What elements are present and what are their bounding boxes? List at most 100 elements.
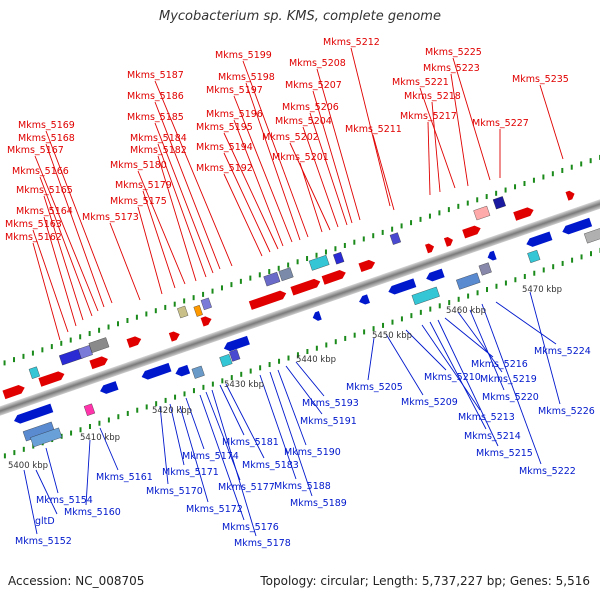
- gene-label: Mkms_5181: [222, 437, 279, 448]
- feature-block-7: [263, 271, 281, 287]
- connector: [45, 130, 113, 304]
- gene-label: Mkms_5235: [512, 74, 569, 85]
- tick: [69, 337, 72, 343]
- connector: [179, 405, 209, 503]
- connector: [32, 229, 69, 333]
- feature-block-19: [229, 349, 241, 362]
- kbp-label: 5450 kbp: [372, 331, 412, 341]
- tick: [457, 296, 460, 302]
- gene-label: Mkms_5212: [323, 37, 380, 48]
- tick: [164, 397, 167, 403]
- connector: [289, 142, 331, 231]
- gene-label: Mkms_5180: [110, 160, 167, 171]
- gene-label: Mkms_5161: [96, 472, 153, 483]
- tick: [98, 327, 101, 333]
- genome-stats-text: Topology: circular; Length: 5,737,227 bp…: [260, 574, 590, 588]
- gene-label: Mkms_5164: [16, 206, 73, 217]
- gene-label: Mkms_5210: [424, 372, 481, 383]
- gene-label: Mkms_5218: [404, 91, 461, 102]
- gene-label: Mkms_5213: [458, 412, 515, 423]
- tick: [88, 331, 91, 337]
- gene-label: Mkms_5175: [110, 196, 167, 207]
- gene-label: Mkms_5176: [222, 522, 279, 533]
- tick: [259, 365, 262, 371]
- gene-label: Mkms_5170: [146, 486, 203, 497]
- connector: [385, 333, 424, 396]
- gene-label: Mkms_5219: [480, 374, 537, 385]
- connector: [39, 176, 93, 317]
- forward-gene-3: [126, 336, 142, 348]
- connector: [259, 374, 297, 480]
- tick: [116, 321, 119, 327]
- forward-gene-1: [38, 371, 65, 387]
- connector: [529, 291, 561, 405]
- connector: [225, 383, 265, 459]
- genome-backbone: [0, 193, 600, 422]
- gene-label: Mkms_5174: [182, 451, 239, 462]
- feature-block-10: [333, 251, 345, 265]
- gene-label: Mkms_5167: [7, 145, 64, 156]
- connector: [444, 317, 494, 358]
- gene-label: Mkms_5209: [401, 397, 458, 408]
- reverse-gene-9: [487, 250, 497, 261]
- tick: [429, 306, 432, 312]
- tick: [381, 229, 384, 235]
- tick: [221, 378, 224, 384]
- gene-label: Mkms_5183: [242, 460, 299, 471]
- gene-label: Mkms_5168: [18, 133, 75, 144]
- tick: [457, 203, 460, 209]
- gene-label: Mkms_5169: [18, 120, 75, 131]
- feature-block-5: [193, 304, 203, 317]
- gene-label: Mkms_5173: [82, 212, 139, 223]
- connector: [316, 68, 361, 221]
- connector: [299, 162, 323, 233]
- accession-text: Accession: NC_008705: [8, 574, 145, 588]
- tick: [211, 288, 214, 294]
- feature-block-13: [492, 196, 506, 210]
- gene-label: Mkms_5221: [392, 77, 449, 88]
- gene-label: Mkms_5220: [482, 392, 539, 403]
- tick: [485, 194, 488, 200]
- connector: [185, 397, 205, 450]
- tick: [155, 401, 158, 407]
- tick: [268, 362, 271, 368]
- connector: [427, 121, 431, 196]
- tick: [173, 301, 176, 307]
- tick: [315, 252, 318, 258]
- kbp-label: 5430 kbp: [224, 380, 264, 390]
- tick: [324, 249, 327, 255]
- reverse-gene-11: [562, 217, 593, 235]
- connector: [233, 119, 284, 247]
- connector: [32, 242, 61, 341]
- gene-label: Mkms_5193: [302, 398, 359, 409]
- gene-label: Mkms_5211: [345, 124, 402, 135]
- tick: [145, 404, 148, 410]
- connector: [43, 216, 77, 327]
- tick: [22, 353, 25, 359]
- connector: [457, 311, 503, 373]
- gene-label: Mkms_5162: [5, 232, 62, 243]
- tick: [363, 329, 366, 335]
- gene-label: Mkms_5224: [534, 346, 591, 357]
- tick: [476, 197, 479, 203]
- tick: [249, 368, 252, 374]
- feature-block-17: [191, 365, 205, 379]
- tick: [192, 295, 195, 301]
- gene-label: Mkms_5165: [16, 185, 73, 196]
- tick: [31, 350, 34, 356]
- tick: [3, 360, 6, 366]
- tick: [107, 324, 110, 330]
- tick: [438, 210, 441, 216]
- tick: [372, 233, 375, 239]
- reverse-gene-6: [359, 294, 370, 305]
- tick: [154, 308, 157, 314]
- tick: [542, 267, 545, 273]
- connector: [302, 126, 339, 228]
- tick: [230, 375, 233, 381]
- connector: [295, 361, 325, 397]
- tick: [343, 242, 346, 248]
- tick: [117, 414, 120, 420]
- gene-label: Mkms_5172: [186, 504, 243, 515]
- gene-label: Mkms_5185: [127, 112, 184, 123]
